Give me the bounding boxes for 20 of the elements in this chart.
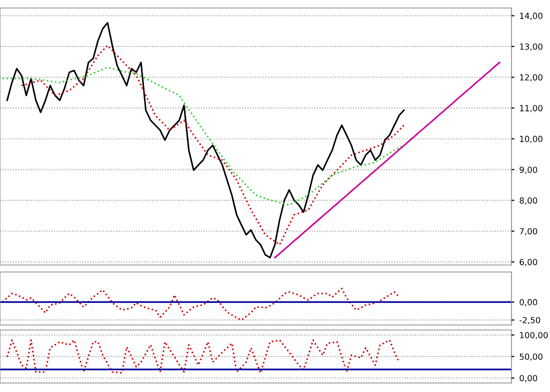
y-tick-label: 100,00 [520, 332, 548, 340]
y-tick-label: 12,00 [520, 74, 542, 82]
y-tick-label: 0,00 [520, 299, 538, 306]
y-tick-label: 0,00 [520, 374, 538, 382]
line-series [274, 62, 500, 258]
y-tick-label: 7,00 [520, 228, 538, 236]
y-tick-label: 8,00 [520, 197, 538, 204]
y-tick-label: -2,50 [520, 316, 540, 324]
y-tick-label: 6,00 [520, 258, 538, 266]
y-tick-label: 14,00 [520, 12, 542, 20]
line-series [2, 288, 400, 321]
y-tick-label: 11,00 [520, 105, 542, 112]
y-tick-label: 9,00 [520, 166, 538, 174]
line-series [6, 339, 400, 374]
y-tick-label: 13,00 [520, 43, 542, 51]
line-series [20, 44, 405, 246]
line-series [6, 22, 405, 258]
line-series [2, 66, 405, 206]
y-tick-label: 10,00 [520, 136, 542, 143]
y-tick-label: 50,00 [520, 353, 542, 361]
